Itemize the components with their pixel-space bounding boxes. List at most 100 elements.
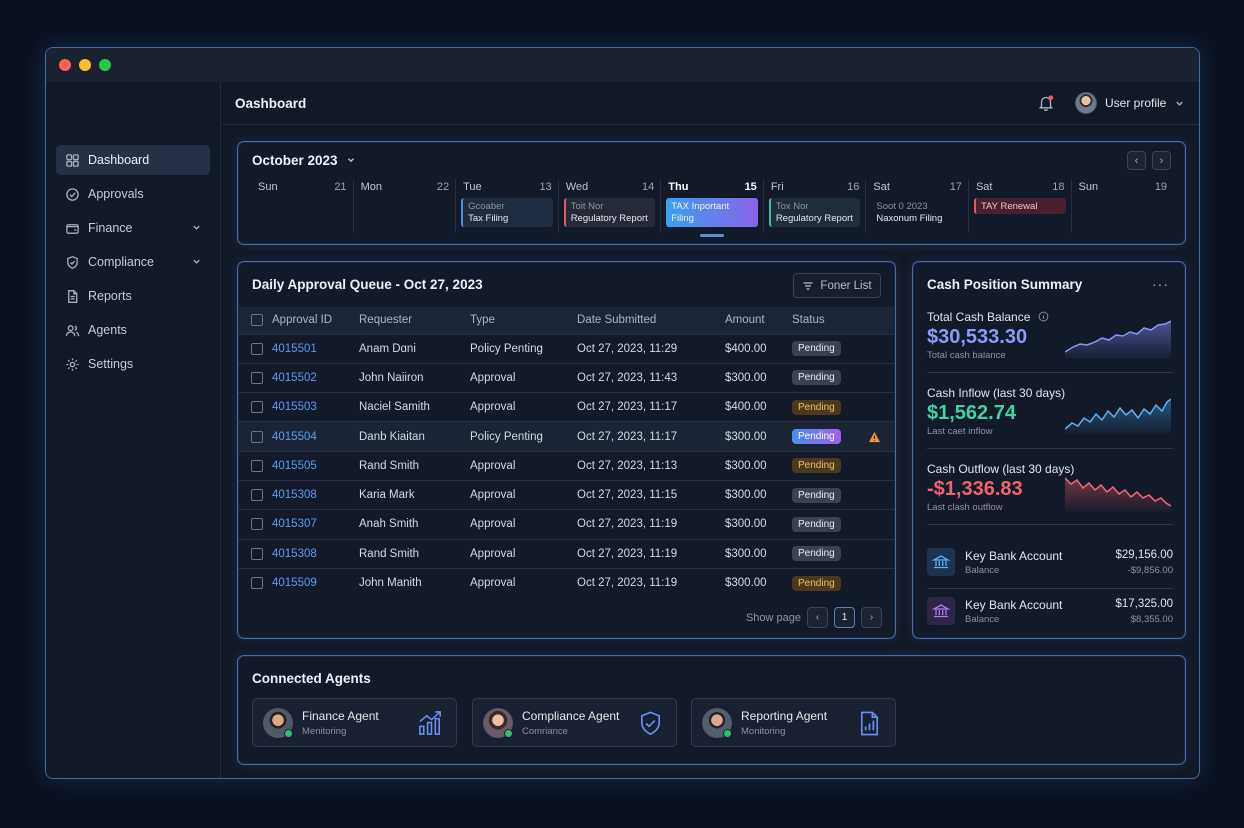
- bank-account-row[interactable]: Key Bank Account Balance $29,156.00 -$9,…: [927, 544, 1173, 584]
- status-badge: Pending: [792, 458, 841, 474]
- calendar-event[interactable]: Tox Nor Regulatory Report: [768, 198, 861, 227]
- table-row[interactable]: 4015503 Naciel Samith Approval Oct 27, 2…: [238, 392, 895, 422]
- sidebar-item-label: Settings: [88, 357, 134, 371]
- row-checkbox[interactable]: [251, 459, 263, 472]
- calendar-event[interactable]: Toit Nor Regulatory Report: [563, 198, 656, 227]
- sidebar-item-compliance[interactable]: Compliance: [56, 247, 210, 277]
- column-header-date-submitted[interactable]: Date Submitted: [577, 307, 725, 334]
- table-row[interactable]: 4015308 Karia Mark Approval Oct 27, 2023…: [238, 479, 895, 510]
- approval-queue-panel: Daily Approval Queue - Oct 27, 2023 Fone…: [237, 261, 896, 639]
- approval-id-link[interactable]: 4015501: [272, 342, 317, 355]
- row-checkbox[interactable]: [251, 430, 263, 443]
- divider: [927, 588, 1173, 589]
- calendar-month-selector[interactable]: October 2023: [252, 153, 356, 168]
- calendar-day[interactable]: Sun 19: [1072, 179, 1174, 233]
- approval-id-link[interactable]: 4015502: [272, 371, 317, 384]
- calendar-day[interactable]: Tue 13 Gcoaber Tax Filing: [456, 179, 559, 233]
- calendar-scroll-indicator[interactable]: [700, 234, 724, 237]
- calendar-day[interactable]: Sat 17 Soot 0 2023 Naxonum Filing: [866, 179, 969, 233]
- approval-id-link[interactable]: 4015509: [272, 577, 317, 590]
- bank-account-row[interactable]: Key Bank Account Balance $17,325.00 $8,3…: [927, 593, 1173, 633]
- row-checkbox[interactable]: [251, 342, 263, 355]
- calendar-event[interactable]: TAX Inportant Filing: [666, 198, 758, 227]
- user-profile-menu[interactable]: User profile: [1075, 92, 1185, 114]
- pagination-next-button[interactable]: ›: [861, 607, 882, 628]
- close-window-button[interactable]: [59, 59, 71, 71]
- sidebar-item-agents[interactable]: Agents: [56, 315, 210, 345]
- wallet-icon: [66, 223, 79, 234]
- maximize-window-button[interactable]: [99, 59, 111, 71]
- amount-cell: $300.00: [725, 421, 792, 452]
- calendar-day[interactable]: Wed 14 Toit Nor Regulatory Report: [559, 179, 662, 233]
- approval-id-link[interactable]: 4015505: [272, 459, 317, 472]
- sidebar-item-dashboard[interactable]: Dashboard: [56, 145, 210, 175]
- table-row[interactable]: 4015501 Anam Dɑni Policy Penting Oct 27,…: [238, 333, 895, 364]
- agent-card-reporting[interactable]: Reporting Agent Monitoring: [691, 698, 896, 747]
- requester-cell: Rand Smith: [359, 450, 470, 481]
- minimize-window-button[interactable]: [79, 59, 91, 71]
- calendar-event[interactable]: TAY Renewal: [973, 198, 1066, 214]
- calendar-day[interactable]: Mon 22: [354, 179, 457, 233]
- agent-card-finance[interactable]: Finance Agent Menitoring: [252, 698, 457, 747]
- amount-cell: $400.00: [725, 392, 792, 422]
- requester-cell: Naciel Samith: [359, 392, 470, 422]
- row-checkbox[interactable]: [251, 577, 263, 590]
- row-checkbox[interactable]: [251, 371, 263, 384]
- calendar-day[interactable]: Fri 16 Tox Nor Regulatory Report: [764, 179, 867, 233]
- approval-id-link[interactable]: 4015308: [272, 547, 317, 560]
- column-header-status[interactable]: Status: [792, 307, 895, 334]
- calendar-day-name: Wed: [565, 181, 589, 193]
- agent-card-compliance[interactable]: Compliance Agent Comriance: [472, 698, 677, 747]
- more-options-icon[interactable]: ···: [1152, 276, 1169, 292]
- filter-list-button[interactable]: Foner List: [793, 273, 881, 298]
- account-name: Key Bank Account: [965, 549, 1063, 563]
- type-cell: Policy Penting: [470, 421, 577, 452]
- date-cell: Oct 27, 2023, 11:29: [577, 333, 725, 364]
- sidebar-nav: Dashboard Approvals Finance Compliance R…: [56, 145, 210, 383]
- sidebar-item-reports[interactable]: Reports: [56, 281, 210, 311]
- row-checkbox[interactable]: [251, 547, 263, 560]
- table-row[interactable]: 4015509 John Manith Approval Oct 27, 202…: [238, 567, 895, 598]
- calendar-event[interactable]: Gcoaber Tax Filing: [461, 198, 553, 227]
- sidebar-item-approvals[interactable]: Approvals: [56, 179, 210, 209]
- row-checkbox[interactable]: [251, 489, 263, 502]
- table-row[interactable]: 4015504 Danb Kiaitan Policy Penting Oct …: [238, 421, 895, 452]
- sidebar-item-settings[interactable]: Settings: [56, 349, 210, 379]
- info-icon[interactable]: [1038, 311, 1049, 322]
- chevron-down-icon[interactable]: [191, 222, 202, 233]
- bell-icon[interactable]: [1037, 94, 1055, 112]
- column-header-amount[interactable]: Amount: [725, 307, 792, 334]
- row-checkbox[interactable]: [251, 401, 263, 414]
- approval-id-link[interactable]: 4015308: [272, 489, 317, 502]
- calendar-day[interactable]: Thu 15 TAX Inportant Filing: [661, 179, 764, 233]
- calendar-day[interactable]: Sat 18 TAY Renewal: [969, 179, 1072, 233]
- approval-id-link[interactable]: 4015504: [272, 430, 317, 443]
- pagination-prev-button[interactable]: ‹: [807, 607, 828, 628]
- column-header-requester[interactable]: Requester: [359, 307, 470, 334]
- sidebar-item-label: Agents: [88, 323, 127, 337]
- column-header-approval-id[interactable]: Approval ID: [272, 307, 359, 334]
- chevron-down-icon[interactable]: [191, 256, 202, 267]
- approval-id-link[interactable]: 4015503: [272, 401, 317, 414]
- pagination-current-page[interactable]: 1: [834, 607, 855, 628]
- table-row[interactable]: 4015307 Anah Smith Approval Oct 27, 2023…: [238, 509, 895, 540]
- type-cell: Approval: [470, 450, 577, 481]
- calendar-next-button[interactable]: ›: [1152, 151, 1171, 170]
- title-bar: [46, 48, 1199, 82]
- agent-status: Monitoring: [741, 726, 786, 737]
- approval-id-link[interactable]: 4015307: [272, 518, 317, 531]
- table-row[interactable]: 4015505 Rand Smith Approval Oct 27, 2023…: [238, 450, 895, 481]
- calendar-event[interactable]: Soot 0 2023 Naxonum Filing: [871, 198, 963, 227]
- table-row[interactable]: 4015308 Rand Smith Approval Oct 27, 2023…: [238, 538, 895, 569]
- table-row[interactable]: 4015502 John Naiiron Approval Oct 27, 20…: [238, 362, 895, 393]
- sidebar-item-finance[interactable]: Finance: [56, 213, 210, 243]
- column-header-type[interactable]: Type: [470, 307, 577, 334]
- amount-cell: $300.00: [725, 567, 792, 598]
- warning-icon[interactable]: [868, 431, 881, 443]
- calendar-prev-button[interactable]: ‹: [1127, 151, 1146, 170]
- row-checkbox[interactable]: [251, 518, 263, 531]
- calendar-day[interactable]: Sun 21: [251, 179, 354, 233]
- chevron-right-icon: ›: [1159, 154, 1164, 167]
- calendar-event-subtitle: TAY Renewal: [980, 201, 1038, 212]
- select-all-checkbox[interactable]: [251, 314, 263, 327]
